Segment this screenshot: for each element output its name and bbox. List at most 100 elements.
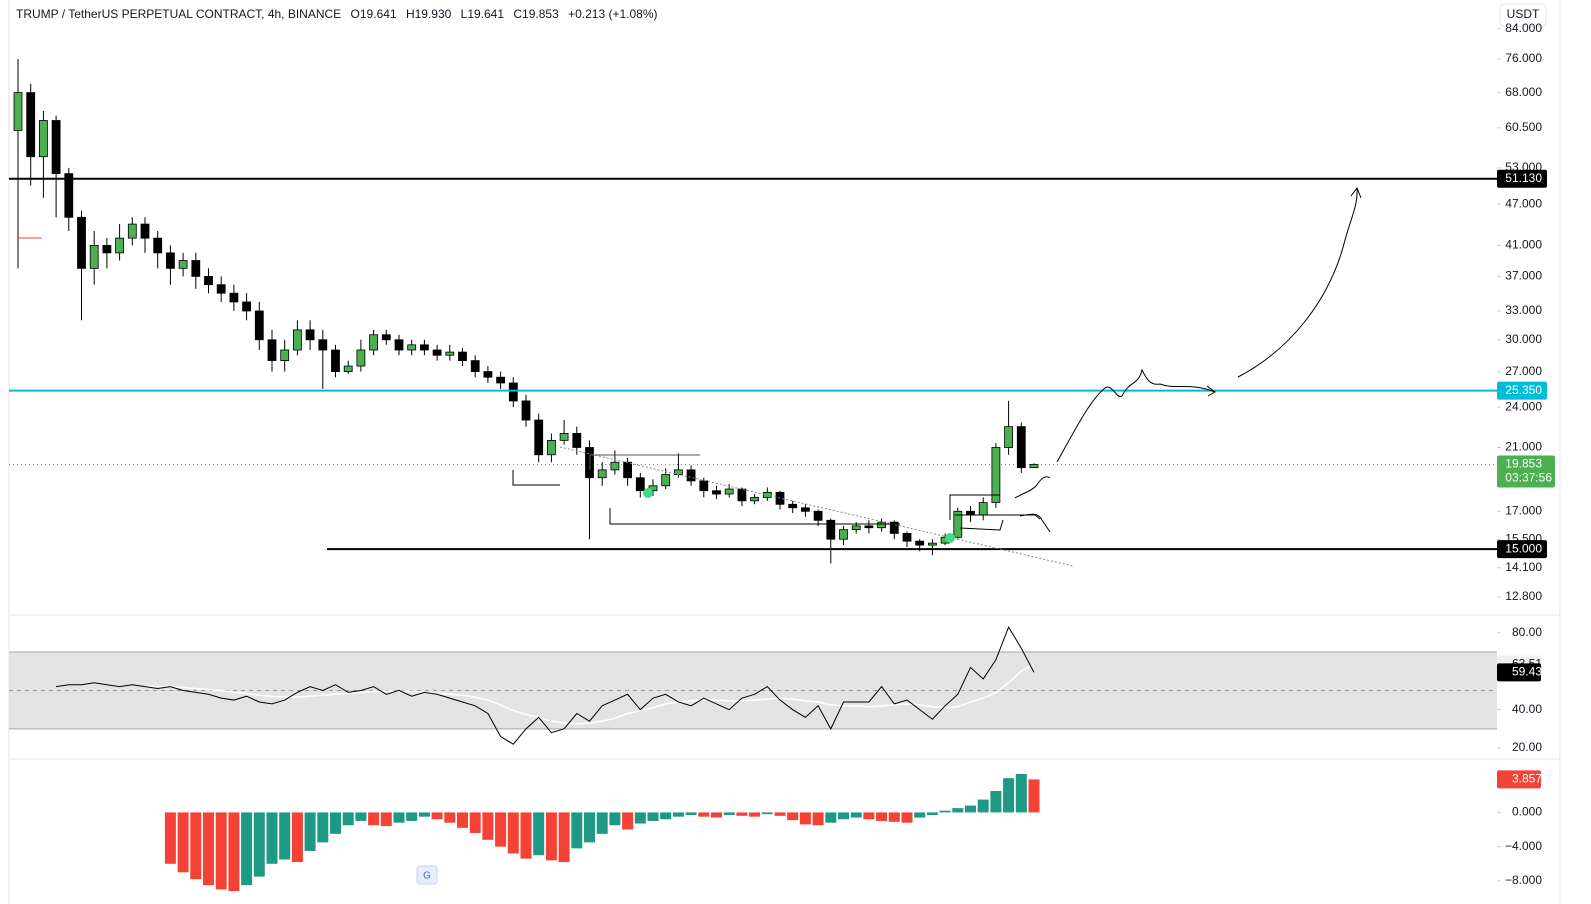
candle-body [115, 237, 124, 254]
histogram-last-label: 3.857 [1512, 772, 1542, 786]
sketch [959, 519, 1004, 531]
histogram-bar [901, 812, 913, 823]
translate-icon[interactable]: G [416, 865, 438, 885]
candle-body [686, 469, 696, 482]
arrow-head [1350, 186, 1362, 199]
candle-body [318, 339, 328, 351]
histogram-bar [812, 812, 824, 826]
candle-body [432, 349, 442, 356]
candle-body [229, 292, 239, 303]
candle-body [788, 503, 798, 509]
histogram-bar [965, 805, 976, 813]
range-line [589, 454, 700, 470]
header: TRUMP / TetherUS PERPETUAL CONTRACT, 4h,… [16, 7, 658, 21]
level-label: 51.130 [1505, 171, 1542, 185]
histogram-bar [482, 812, 494, 840]
candle-body [305, 329, 315, 341]
currency-box[interactable] [1499, 3, 1547, 27]
candle-body [343, 365, 353, 372]
histogram-bar [418, 812, 430, 817]
candle-body [267, 339, 277, 361]
candle-body [191, 260, 201, 277]
candle-body [915, 540, 925, 546]
candle-body [165, 252, 175, 269]
icon-bg[interactable] [416, 865, 438, 885]
signal-dot [945, 533, 955, 543]
histogram-bar [228, 812, 240, 892]
frame [8, 0, 1561, 904]
y-tick-label: 17.000 [1505, 503, 1542, 517]
candle-body [292, 329, 302, 351]
histogram-bar [838, 812, 849, 820]
candle-body [508, 382, 518, 402]
countdown-label: 03:37:56 [1505, 471, 1552, 485]
ohlc-open: O19.641 [351, 7, 397, 21]
candle-body [13, 92, 23, 131]
candle-body [610, 461, 620, 471]
candle-body [77, 216, 86, 269]
histogram-bar [787, 812, 799, 821]
histogram-bar [698, 812, 710, 817]
sketch [1014, 476, 1051, 499]
histogram-bar [342, 812, 354, 826]
y-tick-label: 24.000 [1505, 399, 1542, 413]
y-tick-label: 33.000 [1505, 303, 1542, 317]
candle-body [978, 502, 988, 516]
icon-glyph[interactable]: G [423, 871, 431, 882]
candle-body [737, 488, 747, 502]
sketch [1019, 513, 1051, 533]
histogram-bar [596, 812, 608, 834]
histogram-bar [317, 812, 329, 843]
histogram-bar [685, 812, 697, 815]
level-label: 15.000 [1505, 541, 1542, 555]
candle-body [153, 237, 163, 254]
candle-body [902, 533, 912, 542]
candle-body [635, 477, 645, 492]
candle-body [1004, 426, 1013, 448]
histogram-bar [634, 812, 646, 824]
candle-body [839, 529, 848, 540]
y-tick-label: 47.000 [1505, 196, 1542, 210]
histogram-bar [431, 812, 443, 820]
y-tick-label: 60.500 [1505, 120, 1542, 134]
signal-dot [643, 488, 653, 498]
histogram-bar [761, 812, 773, 815]
currency-label[interactable]: USDT [1507, 7, 1540, 21]
y-tick-label: 41.000 [1505, 238, 1542, 252]
histogram-bar [393, 812, 405, 823]
candle-body [419, 344, 429, 351]
candle-body [534, 419, 544, 456]
candle-body [877, 521, 886, 529]
histogram-bar [723, 812, 735, 815]
histogram-bar [584, 812, 595, 843]
candle-body [280, 349, 290, 361]
candle-body [254, 310, 264, 341]
candle-body [928, 542, 937, 546]
histogram-bar [926, 812, 938, 815]
histogram-bar [888, 812, 900, 822]
histogram-bar [571, 812, 583, 849]
ohlc-low: L19.641 [461, 7, 505, 21]
histogram-bar [825, 812, 837, 823]
histogram-bar [977, 799, 989, 813]
level-label-box [1497, 540, 1547, 559]
level-label: 25.350 [1505, 383, 1542, 397]
currency-button[interactable]: USDT [1499, 3, 1547, 27]
histogram-bar [444, 812, 456, 823]
histogram-last-label-box [1497, 770, 1541, 789]
range-line [609, 508, 900, 525]
y-tick-label: 80.00 [1512, 625, 1542, 639]
candle-body [178, 260, 188, 269]
candle-body [51, 120, 61, 175]
candle-body [674, 469, 683, 475]
candle-body [64, 173, 74, 218]
candle-body [140, 223, 150, 239]
candle-body [953, 510, 963, 538]
last-price-label: 19.853 [1505, 457, 1542, 471]
ohlc-high: H19.930 [406, 7, 452, 21]
ohlc-close: C19.853 [513, 7, 559, 21]
histogram-bar [672, 812, 684, 817]
histogram-bar [241, 812, 253, 886]
histogram-bar [545, 812, 557, 861]
